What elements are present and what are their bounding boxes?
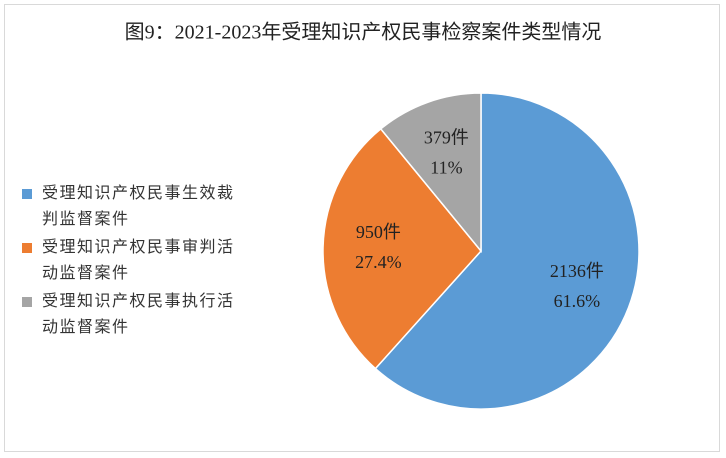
value-label: 950件 [356, 222, 401, 242]
value-label: 2136件 [550, 261, 604, 281]
percent-label: 27.4% [355, 252, 402, 272]
legend-item: 受理知识产权民事执行活动监督案件 [22, 288, 242, 340]
legend-item: 受理知识产权民事审判活动监督案件 [22, 234, 242, 286]
percent-label: 61.6% [554, 291, 601, 311]
pie-slice [374, 92, 640, 410]
legend-label: 受理知识产权民事生效裁判监督案件 [42, 183, 235, 228]
legend-swatch [22, 297, 32, 307]
legend-swatch [22, 189, 32, 199]
legend-label: 受理知识产权民事执行活动监督案件 [42, 291, 235, 336]
chart-frame [4, 4, 720, 452]
legend-item: 受理知识产权民事生效裁判监督案件 [22, 180, 242, 232]
percent-label: 11% [430, 157, 462, 177]
chart-title: 图9：2021-2023年受理知识产权民事检察案件类型情况 [125, 21, 602, 44]
pie-slice [379, 92, 482, 254]
legend-swatch [22, 243, 32, 253]
legend: 受理知识产权民事生效裁判监督案件 受理知识产权民事审判活动监督案件 受理知识产权民事… [22, 180, 252, 342]
value-label: 379件 [424, 127, 469, 147]
pie-slice [322, 127, 482, 370]
legend-label: 受理知识产权民事审判活动监督案件 [42, 237, 235, 282]
